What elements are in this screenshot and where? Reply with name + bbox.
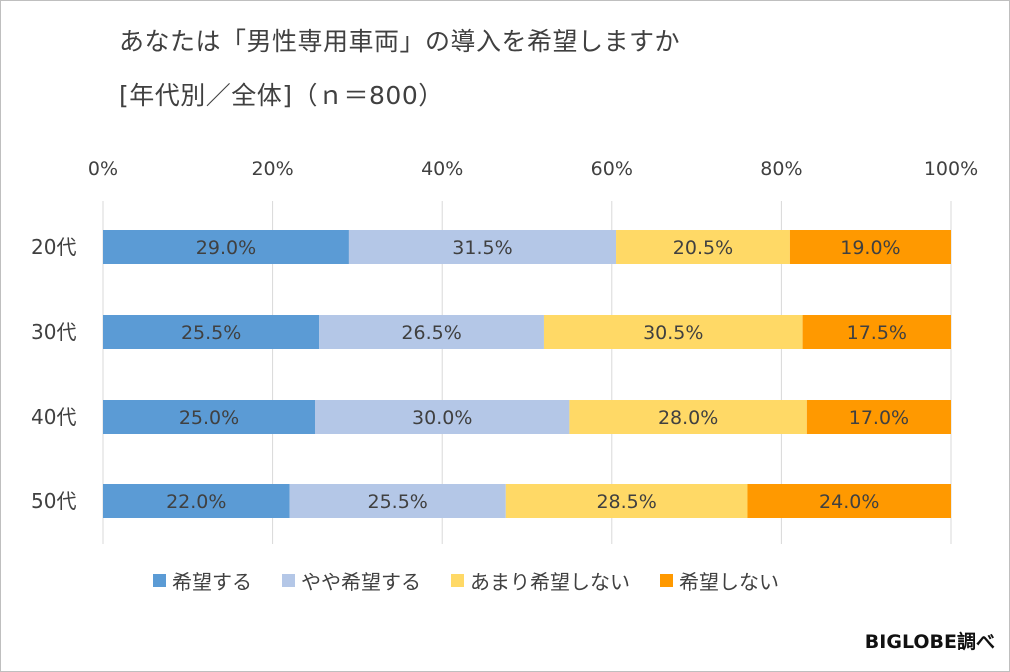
legend-item: やや希望する bbox=[282, 566, 421, 595]
bar-segment bbox=[505, 484, 748, 518]
data-label: 25.0% bbox=[179, 407, 239, 429]
bar-segment bbox=[802, 315, 951, 349]
category-label: 50代 bbox=[31, 489, 76, 513]
bar-segment bbox=[315, 400, 570, 434]
legend-label: 希望しない bbox=[679, 570, 779, 594]
data-label: 20.5% bbox=[673, 237, 733, 259]
bar-segment bbox=[348, 230, 617, 264]
bar-segment bbox=[103, 315, 320, 349]
bar-segment bbox=[789, 230, 951, 264]
x-tick-label: 40% bbox=[421, 158, 463, 180]
x-tick-label: 20% bbox=[251, 158, 293, 180]
legend-item: あまり希望しない bbox=[451, 566, 630, 595]
bar-segment bbox=[616, 230, 790, 264]
data-labels: 29.0% 31.5% 20.5% 19.0% 25.5% 26.5% 30.5% 17.5%… bbox=[166, 237, 909, 513]
legend-label: 希望する bbox=[172, 570, 252, 594]
data-label: 19.0% bbox=[840, 237, 900, 259]
data-label: 25.5% bbox=[368, 491, 428, 513]
bar-segment bbox=[103, 484, 290, 518]
legend: 希望する やや希望する あまり希望しない 希望しない bbox=[153, 566, 779, 595]
bar-segment bbox=[319, 315, 544, 349]
bar-segments bbox=[103, 230, 951, 518]
chart-title: あなたは「男性専用車両」の導入を希望しますか bbox=[119, 27, 681, 56]
data-label: 17.5% bbox=[847, 322, 907, 344]
data-label: 30.5% bbox=[643, 322, 703, 344]
bar-segment bbox=[103, 400, 315, 434]
category-labels: 20代 30代 40代 50代 bbox=[31, 235, 76, 513]
data-label: 17.0% bbox=[849, 407, 909, 429]
stacked-bar-chart: 0% 20% 40% 60% 80% 100% 20代 30代 40代 50代 29.0% 31.… bbox=[31, 158, 978, 544]
x-tick-label: 60% bbox=[591, 158, 633, 180]
x-tick-label: 100% bbox=[924, 158, 978, 180]
data-label: 25.5% bbox=[181, 322, 241, 344]
category-label: 30代 bbox=[31, 320, 76, 344]
data-label: 22.0% bbox=[166, 491, 226, 513]
data-label: 26.5% bbox=[401, 322, 461, 344]
bar-segment bbox=[543, 315, 803, 349]
legend-label: やや希望する bbox=[301, 570, 421, 594]
legend-swatch bbox=[282, 574, 295, 587]
chart-subtitle: [年代別／全体]（ｎ＝800） bbox=[119, 81, 444, 110]
legend-item: 希望しない bbox=[660, 566, 779, 595]
category-label: 40代 bbox=[31, 405, 76, 429]
legend-label: あまり希望しない bbox=[470, 570, 630, 594]
data-label: 28.0% bbox=[658, 407, 718, 429]
legend-item: 希望する bbox=[153, 566, 252, 595]
data-label: 31.5% bbox=[452, 237, 512, 259]
bar-segment bbox=[289, 484, 506, 518]
legend-swatch bbox=[153, 574, 166, 587]
data-label: 29.0% bbox=[196, 237, 256, 259]
bar-segment bbox=[747, 484, 951, 518]
x-axis-tick-labels: 0% 20% 40% 60% 80% 100% bbox=[88, 158, 978, 180]
data-label: 24.0% bbox=[819, 491, 879, 513]
legend-swatch bbox=[451, 574, 464, 587]
data-label: 30.0% bbox=[412, 407, 472, 429]
bar-segment bbox=[806, 400, 951, 434]
x-tick-label: 0% bbox=[88, 158, 118, 180]
bar-segment bbox=[569, 400, 807, 434]
bar-segment bbox=[103, 230, 349, 264]
x-tick-label: 80% bbox=[760, 158, 802, 180]
category-label: 20代 bbox=[31, 235, 76, 259]
source-note: BIGLOBE調べ bbox=[864, 631, 995, 653]
data-label: 28.5% bbox=[596, 491, 656, 513]
legend-swatch bbox=[660, 574, 673, 587]
